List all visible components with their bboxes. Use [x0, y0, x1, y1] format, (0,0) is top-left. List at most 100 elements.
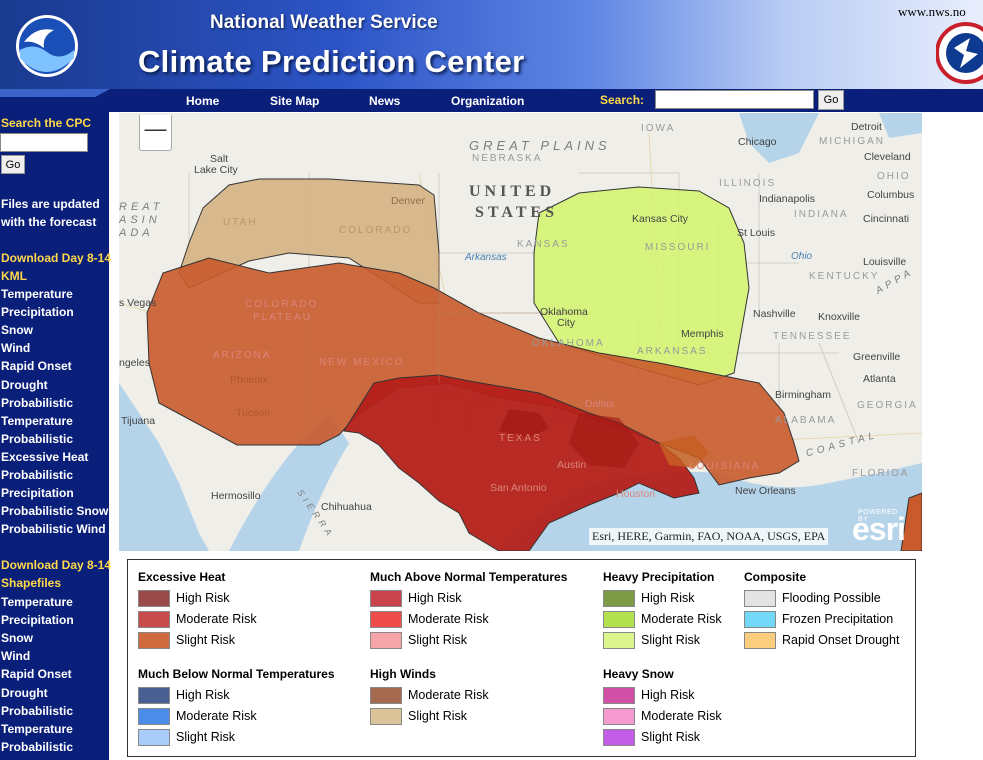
- state-label-florida: FLORIDA: [852, 468, 910, 479]
- city-label: Lake City: [194, 164, 238, 176]
- legend-item-label: High Risk: [176, 688, 230, 702]
- sidebar-kml-link[interactable]: Precipitation: [1, 486, 74, 501]
- hazards-map[interactable]: GREAT PLAINS UNITED STATES NEBRASKA IOWA…: [119, 113, 922, 551]
- region-label-great-plains: GREAT PLAINS: [469, 138, 611, 153]
- city-label: Cincinnati: [863, 213, 910, 225]
- sidebar-shapefile-link[interactable]: Snow: [1, 631, 33, 646]
- nav-sitemap-link[interactable]: Site Map: [270, 94, 320, 108]
- nav-search-input[interactable]: [655, 90, 814, 109]
- sidebar-kml-link[interactable]: Precipitation: [1, 305, 74, 320]
- sidebar-shapefile-link[interactable]: Probabilistic: [1, 739, 74, 754]
- legend-group-title: Much Below Normal Temperatures: [138, 667, 335, 681]
- legend-item-label: Moderate Risk: [641, 709, 722, 723]
- legend-swatch: [370, 632, 402, 649]
- city-label: Knoxville: [818, 311, 861, 323]
- legend-item-label: Moderate Risk: [176, 709, 257, 723]
- state-label-iowa: IOWA: [641, 123, 676, 134]
- sidebar-kml-link[interactable]: Probabilistic Wind: [1, 522, 106, 537]
- sidebar-kml-link[interactable]: Wind: [1, 341, 31, 356]
- nws-url-text[interactable]: www.nws.no: [898, 4, 966, 19]
- legend-item-label: High Risk: [641, 591, 695, 605]
- state-label-utah: UTAH: [223, 217, 258, 228]
- city-label: Salt: [210, 153, 229, 165]
- legend-swatch: [370, 590, 402, 607]
- nws-seal-logo[interactable]: [936, 18, 983, 88]
- sidebar-kml-link[interactable]: Temperature: [1, 287, 73, 301]
- legend-swatch: [138, 729, 170, 746]
- legend-item-label: Moderate Risk: [641, 612, 722, 626]
- city-label: Louisville: [863, 256, 907, 268]
- sidebar-shapefile-link[interactable]: Wind: [1, 649, 31, 664]
- site-header: National Weather Service Climate Predict…: [0, 0, 983, 89]
- legend-swatch: [138, 687, 170, 704]
- city-label: Detroit: [851, 121, 882, 133]
- sidebar-go-button[interactable]: Go: [1, 155, 25, 174]
- sidebar-shapefile-link[interactable]: Temperature: [1, 595, 73, 609]
- left-sidebar: [0, 112, 109, 760]
- sidebar-kml-link[interactable]: Rapid Onset: [1, 359, 72, 374]
- sidebar-kml-link[interactable]: Probabilistic: [1, 468, 74, 482]
- nav-go-button[interactable]: Go: [818, 90, 844, 110]
- city-label: Chicago: [738, 136, 777, 148]
- nav-organization-link[interactable]: Organization: [451, 94, 525, 108]
- noaa-logo[interactable]: [14, 6, 80, 82]
- legend-item-label: Slight Risk: [641, 633, 701, 647]
- city-label: Kansas City: [632, 213, 689, 225]
- sidebar-kml-link[interactable]: Drought: [1, 377, 48, 392]
- sidebar-kml-link[interactable]: Probabilistic Snow: [1, 504, 109, 519]
- nav-home-link[interactable]: Home: [186, 94, 220, 108]
- state-label-indiana: INDIANA: [794, 209, 849, 220]
- sidebar-shapefile-link[interactable]: Precipitation: [1, 613, 74, 628]
- map-attribution: Esri, HERE, Garmin, FAO, NOAA, USGS, EPA: [589, 528, 829, 545]
- city-label: Nashville: [753, 308, 796, 320]
- country-label: UNITED: [469, 183, 556, 200]
- zoom-out-button[interactable]: —: [139, 115, 172, 151]
- legend-group-title: Much Above Normal Temperatures: [370, 570, 568, 584]
- legend-swatch: [138, 590, 170, 607]
- sidebar-kml-link[interactable]: Probabilistic: [1, 395, 74, 410]
- legend-group-title: Excessive Heat: [138, 570, 226, 584]
- sidebar-shapefile-link[interactable]: Probabilistic: [1, 703, 74, 718]
- city-label: Denver: [391, 195, 425, 207]
- region-label-ada: ADA: [119, 227, 154, 239]
- city-label: Indianapolis: [759, 193, 816, 205]
- legend-item-label: Slight Risk: [408, 709, 468, 723]
- sidebar-kml-link[interactable]: Temperature: [1, 413, 73, 428]
- legend-item-label: High Risk: [641, 688, 695, 702]
- country-label: STATES: [475, 204, 558, 221]
- state-label-nebraska: NEBRASKA: [472, 153, 543, 164]
- sidebar-shapefile-link[interactable]: Temperature: [1, 721, 73, 736]
- map-canvas[interactable]: [119, 113, 922, 551]
- sidebar-search-input[interactable]: [0, 133, 88, 152]
- city-label: Tijuana: [121, 415, 156, 427]
- legend-swatch: [744, 590, 776, 607]
- city-label: Memphis: [681, 328, 724, 340]
- state-label-tennessee: TENNESSEE: [773, 331, 852, 342]
- city-label: Birmingham: [775, 389, 832, 401]
- legend-swatch: [603, 729, 635, 746]
- legend-item-label: Slight Risk: [176, 730, 236, 744]
- city-label: Atlanta: [863, 373, 896, 385]
- state-label-ohio: OHIO: [877, 171, 911, 182]
- legend-swatch: [370, 687, 402, 704]
- legend-item-label: Moderate Risk: [176, 612, 257, 626]
- sidebar-shapefile-link[interactable]: Rapid Onset: [1, 667, 72, 682]
- nav-news-link[interactable]: News: [369, 94, 401, 108]
- legend-item-label: High Risk: [176, 591, 230, 605]
- state-label-oklahoma: OKLAHOMA: [532, 338, 605, 349]
- sidebar-kml-link[interactable]: Probabilistic: [1, 431, 74, 446]
- legend-group-title: Heavy Precipitation: [603, 570, 715, 584]
- page-title: Climate Prediction Center: [138, 44, 525, 79]
- sidebar-kml-link[interactable]: Excessive Heat: [1, 449, 89, 464]
- legend-item-label: Slight Risk: [641, 730, 701, 744]
- sidebar-kml-heading: Download Day 8-14: [1, 251, 112, 265]
- sidebar-shapefile-heading: Download Day 8-14: [1, 558, 112, 572]
- state-label-alabama: ALABAMA: [775, 415, 837, 426]
- state-label-texas: TEXAS: [499, 433, 542, 444]
- sidebar-kml-link[interactable]: Snow: [1, 323, 33, 338]
- legend-group-title: Heavy Snow: [603, 667, 674, 681]
- sidebar-shapefile-link[interactable]: Drought: [1, 685, 48, 700]
- city-label: St Louis: [737, 227, 775, 239]
- legend-swatch: [138, 611, 170, 628]
- legend-item-label: Slight Risk: [176, 633, 236, 647]
